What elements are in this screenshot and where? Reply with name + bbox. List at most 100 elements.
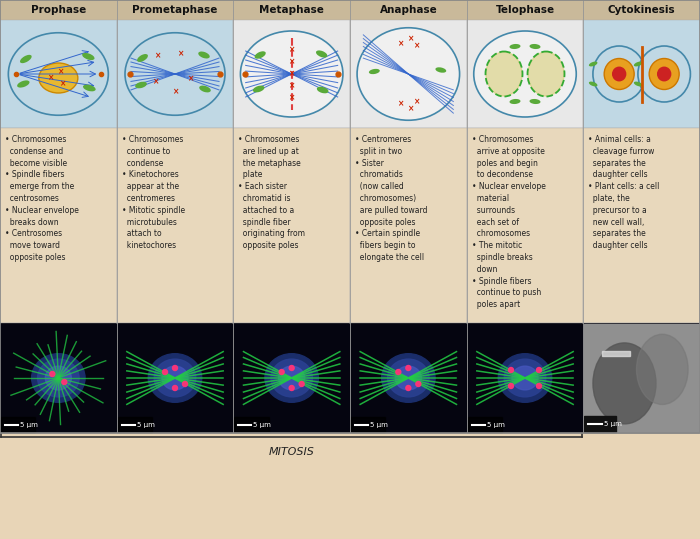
Ellipse shape — [498, 354, 552, 402]
Bar — [0, 20, 117, 128]
Bar — [117, 323, 233, 433]
Ellipse shape — [536, 368, 542, 372]
Ellipse shape — [135, 82, 147, 88]
Ellipse shape — [253, 86, 265, 92]
Ellipse shape — [636, 334, 688, 404]
Text: 5 μm: 5 μm — [136, 422, 155, 428]
Bar — [0, 323, 117, 433]
Text: ×: × — [59, 79, 66, 88]
Ellipse shape — [416, 382, 421, 386]
Ellipse shape — [504, 359, 546, 397]
Bar — [583, 20, 700, 128]
Ellipse shape — [38, 359, 79, 397]
Text: ×: × — [57, 67, 64, 77]
Ellipse shape — [406, 365, 411, 370]
Text: 5 μm: 5 μm — [253, 422, 271, 428]
Text: ×: × — [288, 93, 295, 102]
Bar — [468, 417, 502, 432]
Ellipse shape — [17, 80, 29, 88]
Ellipse shape — [634, 61, 643, 66]
Text: 5 μm: 5 μm — [604, 421, 622, 427]
Ellipse shape — [316, 51, 328, 58]
Bar — [0, 128, 117, 323]
Ellipse shape — [289, 365, 294, 370]
Text: ×: × — [288, 81, 295, 91]
Ellipse shape — [148, 354, 202, 402]
Ellipse shape — [32, 354, 85, 402]
Ellipse shape — [172, 385, 178, 390]
Text: Metaphase: Metaphase — [259, 5, 324, 15]
Text: ×: × — [397, 100, 403, 108]
Ellipse shape — [162, 366, 188, 390]
Text: ×: × — [407, 34, 414, 44]
Bar — [351, 324, 466, 432]
Ellipse shape — [289, 385, 294, 390]
Bar — [233, 323, 350, 433]
Ellipse shape — [388, 359, 429, 397]
Ellipse shape — [62, 379, 66, 384]
Ellipse shape — [369, 69, 380, 74]
Ellipse shape — [589, 61, 598, 66]
Ellipse shape — [510, 44, 521, 49]
Text: Prophase: Prophase — [31, 5, 86, 15]
Bar — [350, 0, 467, 20]
Bar — [234, 324, 349, 432]
Bar — [584, 324, 699, 432]
Ellipse shape — [604, 59, 634, 89]
Text: • Chromosomes
  are lined up at
  the metaphase
  plate
• Each sister
  chromati: • Chromosomes are lined up at the metaph… — [238, 135, 305, 250]
Ellipse shape — [240, 31, 343, 117]
Ellipse shape — [46, 366, 71, 390]
Ellipse shape — [82, 53, 94, 60]
Bar — [467, 128, 583, 323]
Text: ×: × — [154, 52, 160, 60]
Ellipse shape — [83, 85, 96, 91]
Ellipse shape — [198, 52, 210, 59]
Text: ×: × — [47, 73, 53, 82]
Ellipse shape — [529, 99, 540, 104]
Bar — [583, 0, 700, 20]
Ellipse shape — [199, 86, 211, 92]
Ellipse shape — [406, 385, 411, 390]
Bar — [584, 324, 699, 432]
Text: MITOSIS: MITOSIS — [269, 447, 314, 457]
Text: ×: × — [288, 70, 295, 79]
Ellipse shape — [638, 46, 690, 102]
Ellipse shape — [317, 87, 328, 93]
Ellipse shape — [299, 382, 304, 386]
Bar — [467, 323, 583, 433]
Ellipse shape — [612, 67, 626, 81]
Bar — [117, 128, 233, 323]
Ellipse shape — [50, 371, 55, 377]
Ellipse shape — [271, 359, 312, 397]
Bar — [468, 324, 582, 432]
Bar — [117, 0, 233, 20]
Bar — [584, 416, 617, 432]
Ellipse shape — [589, 81, 598, 86]
Text: • Chromosomes
  continue to
  condense
• Kinetochores
  appear at the
  centrome: • Chromosomes continue to condense • Kin… — [122, 135, 185, 250]
Text: ×: × — [152, 78, 158, 86]
Text: ×: × — [187, 74, 193, 84]
Bar — [0, 0, 117, 20]
Text: ×: × — [172, 87, 178, 96]
Text: ×: × — [288, 58, 295, 66]
Ellipse shape — [508, 384, 514, 389]
Ellipse shape — [172, 365, 178, 370]
Ellipse shape — [474, 31, 576, 117]
Ellipse shape — [512, 366, 538, 390]
Bar — [601, 351, 630, 356]
Bar — [351, 417, 386, 432]
Ellipse shape — [649, 59, 679, 89]
Ellipse shape — [529, 44, 540, 49]
Ellipse shape — [658, 67, 671, 81]
Text: 5 μm: 5 μm — [20, 422, 38, 428]
Bar — [118, 417, 152, 432]
Bar — [467, 20, 583, 128]
Bar — [1, 324, 116, 432]
Ellipse shape — [528, 52, 564, 96]
Text: 5 μm: 5 μm — [370, 422, 388, 428]
Bar — [583, 323, 700, 433]
Text: • Chromosomes
  condense and
  become visible
• Spindle fibers
  emerge from the: • Chromosomes condense and become visibl… — [5, 135, 79, 262]
Bar — [583, 128, 700, 323]
Ellipse shape — [162, 370, 167, 375]
Ellipse shape — [395, 370, 401, 375]
